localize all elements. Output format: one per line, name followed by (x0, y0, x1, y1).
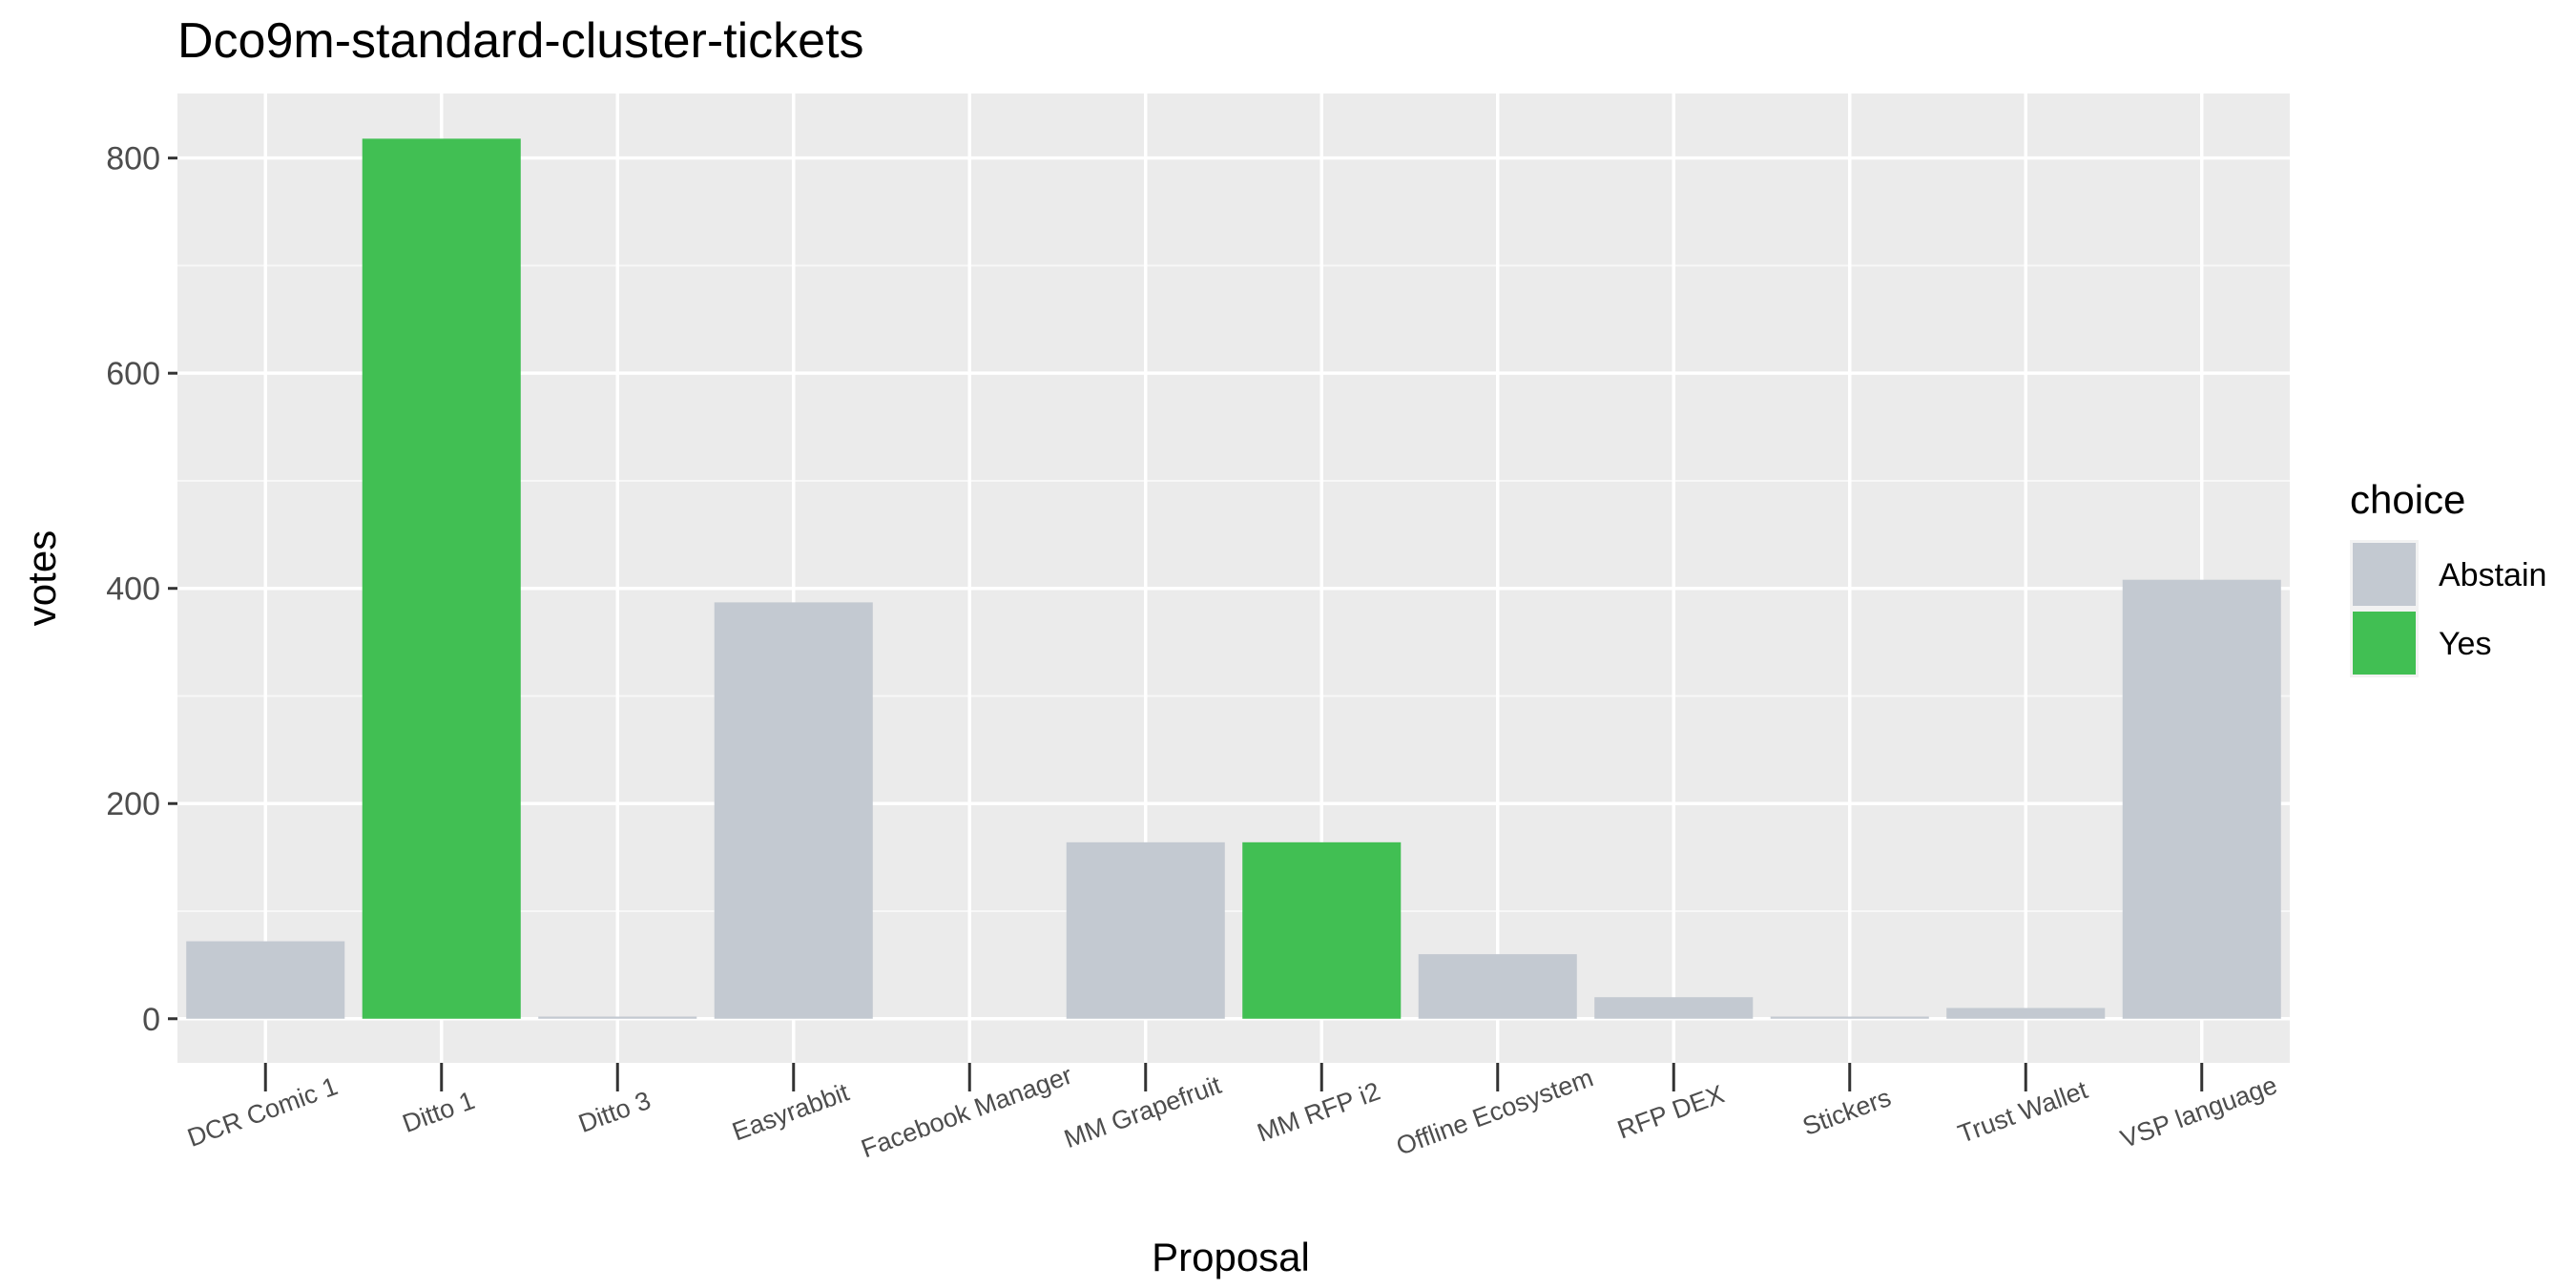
y-axis: 0 200 400 600 800 (106, 141, 177, 1038)
x-tick-label: Easyrabbit (729, 1077, 854, 1146)
x-tick-label: MM RFP i2 (1254, 1076, 1384, 1147)
y-tick-label: 600 (106, 356, 160, 392)
x-tick-label: Facebook Manager (858, 1061, 1076, 1164)
bar (362, 138, 521, 1019)
x-tick-label: Ditto 1 (399, 1086, 479, 1138)
bars (186, 138, 2281, 1019)
x-axis: DCR Comic 1 Ditto 1 Ditto 3 Easyrabbit Faceb… (184, 1061, 2281, 1164)
legend: choice Abstain Yes (2350, 477, 2546, 677)
x-tick-label: Ditto 3 (574, 1086, 654, 1138)
x-tick-label: DCR Comic 1 (184, 1071, 342, 1153)
legend-label: Yes (2439, 626, 2491, 662)
legend-key (2353, 543, 2416, 606)
x-tick-label: Trust Wallet (1954, 1075, 2091, 1149)
bar (1770, 1016, 1929, 1019)
legend-label: Abstain (2439, 557, 2546, 593)
bar (1418, 954, 1577, 1019)
y-axis-title: votes (19, 530, 64, 626)
bar (1066, 841, 1225, 1019)
bar (714, 602, 873, 1019)
bar (1594, 997, 1754, 1019)
bar (1946, 1008, 2106, 1019)
x-tick-label: MM Grapefruit (1060, 1070, 1225, 1153)
y-tick-label: 400 (106, 571, 160, 608)
bar (186, 941, 345, 1019)
plot-panel (177, 93, 2290, 1063)
y-tick-label: 0 (142, 1002, 160, 1038)
grid-minor (177, 264, 2290, 913)
bar (2122, 579, 2281, 1019)
chart-title: Dco9m-standard-cluster-tickets (177, 13, 864, 69)
x-axis-title: Proposal (1152, 1235, 1310, 1279)
x-tick-label: Offline Ecosystem (1393, 1063, 1597, 1160)
legend-key (2353, 612, 2416, 675)
y-tick-label: 800 (106, 141, 160, 177)
bar (1242, 841, 1402, 1019)
y-tick-label: 200 (106, 786, 160, 822)
legend-title: choice (2350, 477, 2465, 522)
x-tick-label: Stickers (1798, 1083, 1895, 1141)
x-tick-label: VSP language (2117, 1070, 2281, 1153)
legend-items: Abstain Yes (2350, 540, 2546, 677)
bar (538, 1016, 697, 1019)
x-tick-label: RFP DEX (1613, 1080, 1728, 1145)
